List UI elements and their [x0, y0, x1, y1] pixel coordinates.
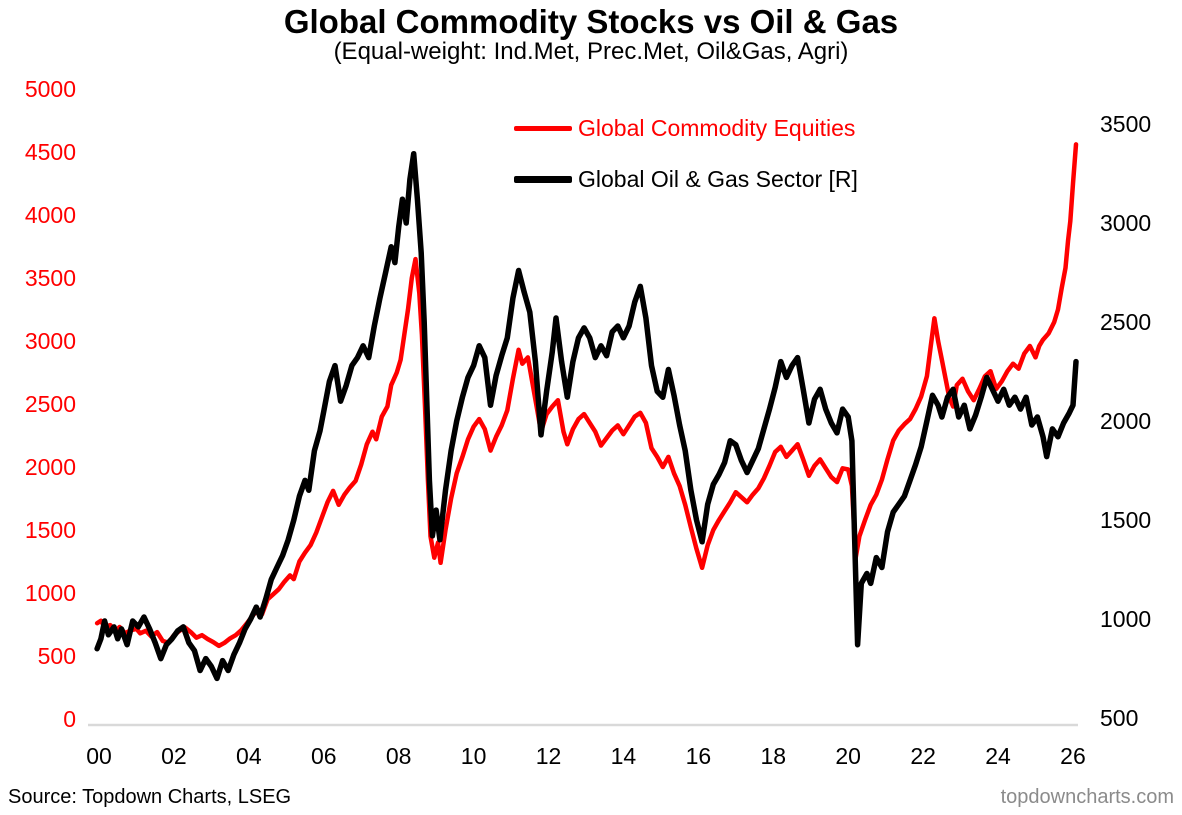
left-axis-tick-0: 0: [63, 706, 76, 732]
left-axis-tick-2500: 2500: [24, 391, 76, 417]
legend-item-global-oil-gas-sector-r: Global Oil & Gas Sector [R]: [514, 164, 858, 194]
x-axis-tick-14: 14: [610, 743, 637, 769]
series-line-global-commodity-equities: [94, 142, 1079, 649]
left-axis-tick-2000: 2000: [24, 454, 76, 480]
left-axis-tick-4500: 4500: [24, 139, 76, 165]
left-axis-tick-4000: 4000: [24, 202, 76, 228]
x-axis-tick-22: 22: [910, 743, 936, 769]
legend-swatch-global-commodity-equities: [514, 125, 572, 131]
x-axis-tick-00: 00: [86, 743, 112, 769]
x-axis-tick-02: 02: [161, 743, 187, 769]
left-axis-tick-3000: 3000: [24, 328, 76, 354]
series-line-global-oil-gas-sector-r: [94, 150, 1079, 682]
source-note: Source: Topdown Charts, LSEG: [8, 786, 292, 808]
x-axis-tick-08: 08: [385, 743, 412, 769]
x-axis-tick-18: 18: [760, 743, 787, 769]
watermark: topdowncharts.com: [1000, 786, 1174, 808]
right-axis-tick-1500: 1500: [1100, 507, 1152, 533]
chart-title: Global Commodity Stocks vs Oil & Gas: [283, 3, 899, 40]
right-axis-tick-3000: 3000: [1100, 210, 1152, 236]
left-axis-tick-5000: 5000: [24, 76, 76, 102]
x-axis-tick-04: 04: [236, 743, 262, 769]
x-axis-tick-06: 06: [310, 743, 337, 769]
right-axis-tick-500: 500: [1100, 705, 1139, 731]
x-axis-tick-24: 24: [985, 743, 1011, 769]
x-axis-tick-16: 16: [685, 743, 712, 769]
legend-label-global-commodity-equities: Global Commodity Equities: [578, 115, 856, 141]
x-axis-tick-12: 12: [535, 743, 562, 769]
chart-subtitle: (Equal-weight: Ind.Met, Prec.Met, Oil&Ga…: [333, 38, 849, 65]
x-axis-tick-26: 26: [1060, 743, 1086, 769]
left-axis-tick-1500: 1500: [24, 517, 76, 543]
right-axis-tick-2500: 2500: [1100, 309, 1152, 335]
x-axis-tick-10: 10: [460, 743, 487, 769]
legend-item-global-commodity-equities: Global Commodity Equities: [514, 113, 858, 143]
left-axis-tick-3500: 3500: [24, 265, 76, 291]
right-axis-tick-1000: 1000: [1100, 606, 1152, 632]
left-axis-tick-1000: 1000: [24, 580, 76, 606]
left-axis-tick-500: 500: [37, 643, 76, 669]
right-axis-tick-2000: 2000: [1100, 408, 1152, 434]
legend-label-global-oil-gas-sector-r: Global Oil & Gas Sector [R]: [578, 166, 858, 192]
legend-swatch-global-oil-gas-sector-r: [514, 175, 572, 183]
right-axis-tick-3500: 3500: [1100, 111, 1152, 137]
x-axis-tick-20: 20: [835, 743, 861, 769]
legend: Global Commodity Equities Global Oil & Ga…: [514, 113, 858, 215]
